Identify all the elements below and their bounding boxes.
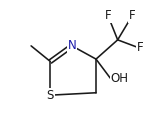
Text: OH: OH bbox=[110, 72, 129, 85]
Text: F: F bbox=[105, 9, 111, 22]
Text: N: N bbox=[68, 39, 76, 52]
Text: F: F bbox=[137, 41, 143, 54]
Text: S: S bbox=[47, 89, 54, 102]
Text: F: F bbox=[129, 9, 135, 22]
